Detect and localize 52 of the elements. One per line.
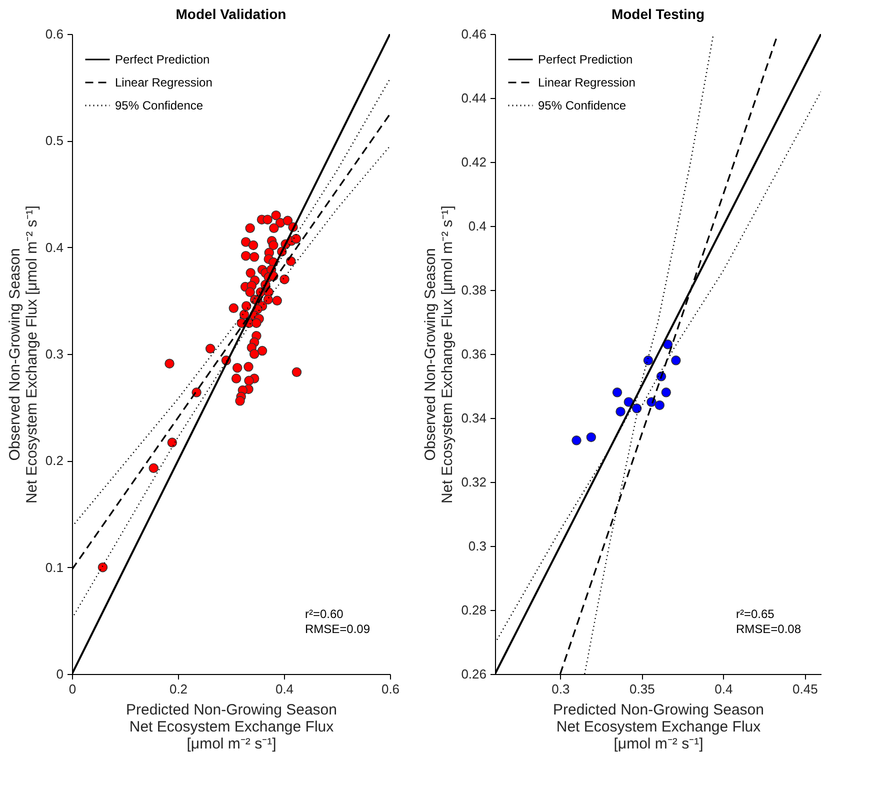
- y-tick-label: 0: [56, 666, 64, 682]
- point: [654, 400, 664, 410]
- y-tick-label: 0.44: [461, 90, 486, 106]
- y-tick-label: 0.28: [461, 602, 486, 618]
- y-tick-label: 0.1: [45, 560, 64, 575]
- point: [643, 356, 654, 366]
- y-tick-label: 0.5: [45, 133, 64, 148]
- x-tick-label: 0.35: [630, 682, 655, 696]
- annotation: r²=0.65: [736, 607, 775, 621]
- chart-title: Model Testing: [611, 6, 705, 22]
- x-axis-title: Predicted Non-Growing Season Net Ecosystem Exchange Flux [μmol m⁻² s⁻¹]: [126, 702, 337, 752]
- y-axis-title: Observed Non-Growing Season Net Ecosystem Exchange Flux [μmol m⁻² s⁻¹]: [6, 206, 40, 504]
- legend-label: Perfect Prediction: [115, 52, 210, 66]
- x-axis-title: Predicted Non-Growing Season Net Ecosystem Exchange Flux [μmol m⁻² s⁻¹]: [553, 702, 764, 752]
- legend-label: 95% Confidence: [115, 98, 204, 112]
- y-tick-label: 0.38: [461, 282, 486, 298]
- x-tick-label: 0: [68, 682, 76, 696]
- y-tick-label: 0.32: [461, 474, 486, 490]
- y-tick-label: 0.3: [468, 538, 486, 554]
- point: [616, 406, 626, 416]
- x-tick-label: 0.45: [792, 682, 818, 696]
- legend-label: 95% Confidence: [538, 98, 626, 112]
- annotation: r²=0.60: [305, 607, 344, 621]
- y-tick-label: 0.3: [45, 346, 64, 362]
- x-tick-label: 0.4: [275, 682, 294, 696]
- annotation: RMSE=0.09: [305, 622, 370, 636]
- y-tick-label: 0.34: [461, 410, 486, 426]
- y-tick-label: 0.6: [45, 26, 64, 42]
- legend-label: Linear Regression: [115, 76, 212, 90]
- y-tick-label: 0.46: [461, 26, 486, 42]
- point: [586, 432, 596, 442]
- point: [661, 388, 672, 398]
- y-tick-label: 0.36: [461, 346, 486, 362]
- annotation: RMSE=0.08: [736, 622, 802, 636]
- x-tick-label: 0.2: [169, 682, 188, 696]
- x-tick-label: 0.4: [714, 682, 733, 696]
- x-tick-label: 0.3: [552, 682, 570, 696]
- y-tick-label: 0.2: [45, 453, 64, 468]
- legend-label: Perfect Prediction: [538, 52, 633, 66]
- x-tick-label: 0.6: [381, 682, 400, 696]
- y-axis-title: Observed Non-Growing Season Net Ecosystem Exchange Flux [μmol m⁻² s⁻¹]: [422, 206, 456, 504]
- point: [624, 397, 634, 407]
- y-tick-label: 0.42: [461, 154, 486, 170]
- point: [572, 436, 582, 446]
- point: [612, 388, 622, 398]
- point: [671, 356, 681, 366]
- y-tick-label: 0.4: [45, 240, 64, 255]
- y-tick-label: 0.26: [461, 666, 486, 682]
- chart-title: Model Validation: [176, 6, 286, 22]
- legend-label: Linear Regression: [538, 76, 636, 90]
- point: [632, 404, 642, 414]
- y-tick-label: 0.4: [468, 218, 486, 234]
